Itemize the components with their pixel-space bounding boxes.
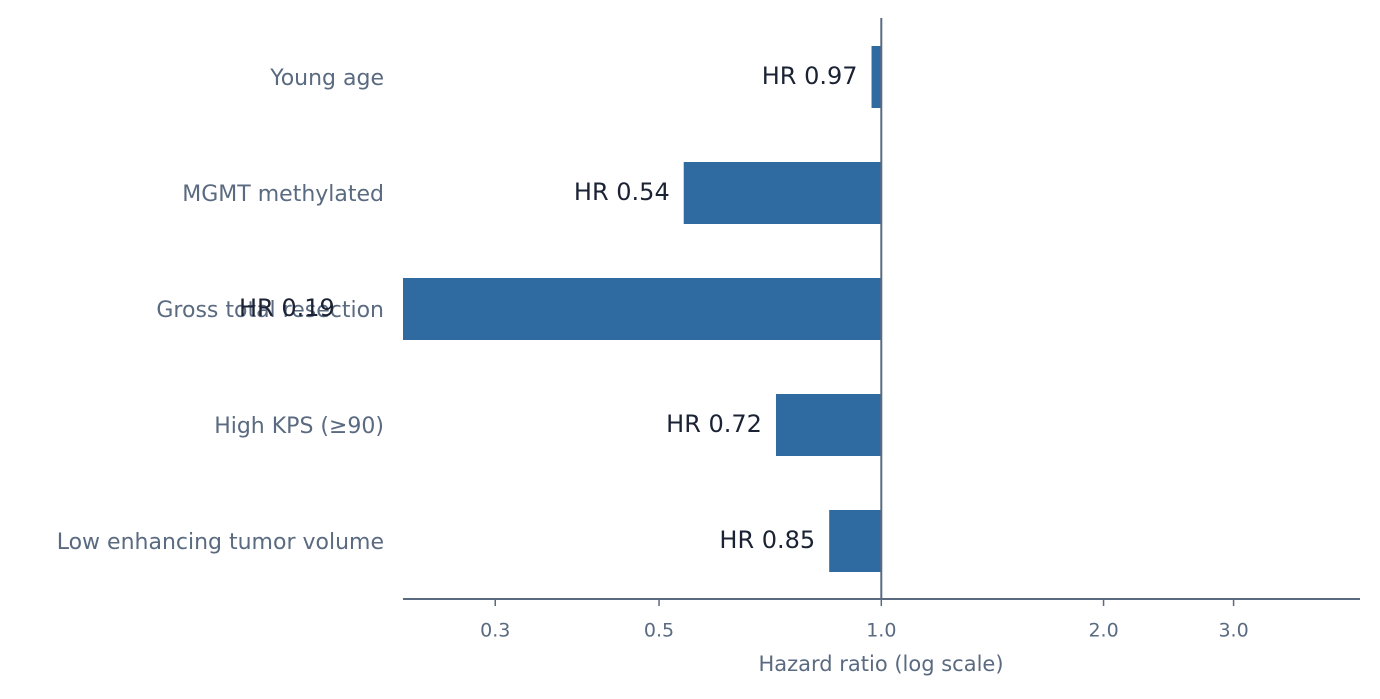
y-tick-label: Low enhancing tumor volume: [57, 530, 384, 555]
data-label: HR 0.97: [762, 62, 858, 90]
data-label: HR 0.85: [719, 526, 815, 554]
x-tick-label: 0.5: [644, 620, 674, 642]
data-label: HR 0.72: [666, 410, 762, 438]
y-tick-label: High KPS (≥90): [214, 414, 384, 439]
x-tick-label: 1.0: [866, 620, 896, 642]
bar: [775, 394, 882, 456]
data-label: HR 0.19: [239, 294, 335, 322]
x-axis-label: Hazard ratio (log scale): [758, 652, 1003, 676]
y-tick-label: Gross total resection: [156, 298, 384, 323]
bar: [683, 162, 882, 224]
x-tick-label: 0.3: [480, 620, 510, 642]
x-tick-label: 2.0: [1088, 620, 1118, 642]
y-tick-label: Young age: [269, 66, 384, 91]
bar: [871, 46, 882, 108]
bar: [403, 278, 882, 340]
x-tick-label: 3.0: [1218, 620, 1248, 642]
bar: [829, 510, 882, 572]
y-tick-label: MGMT methylated: [182, 182, 384, 207]
data-label: HR 0.54: [574, 178, 670, 206]
bars: [403, 46, 882, 572]
